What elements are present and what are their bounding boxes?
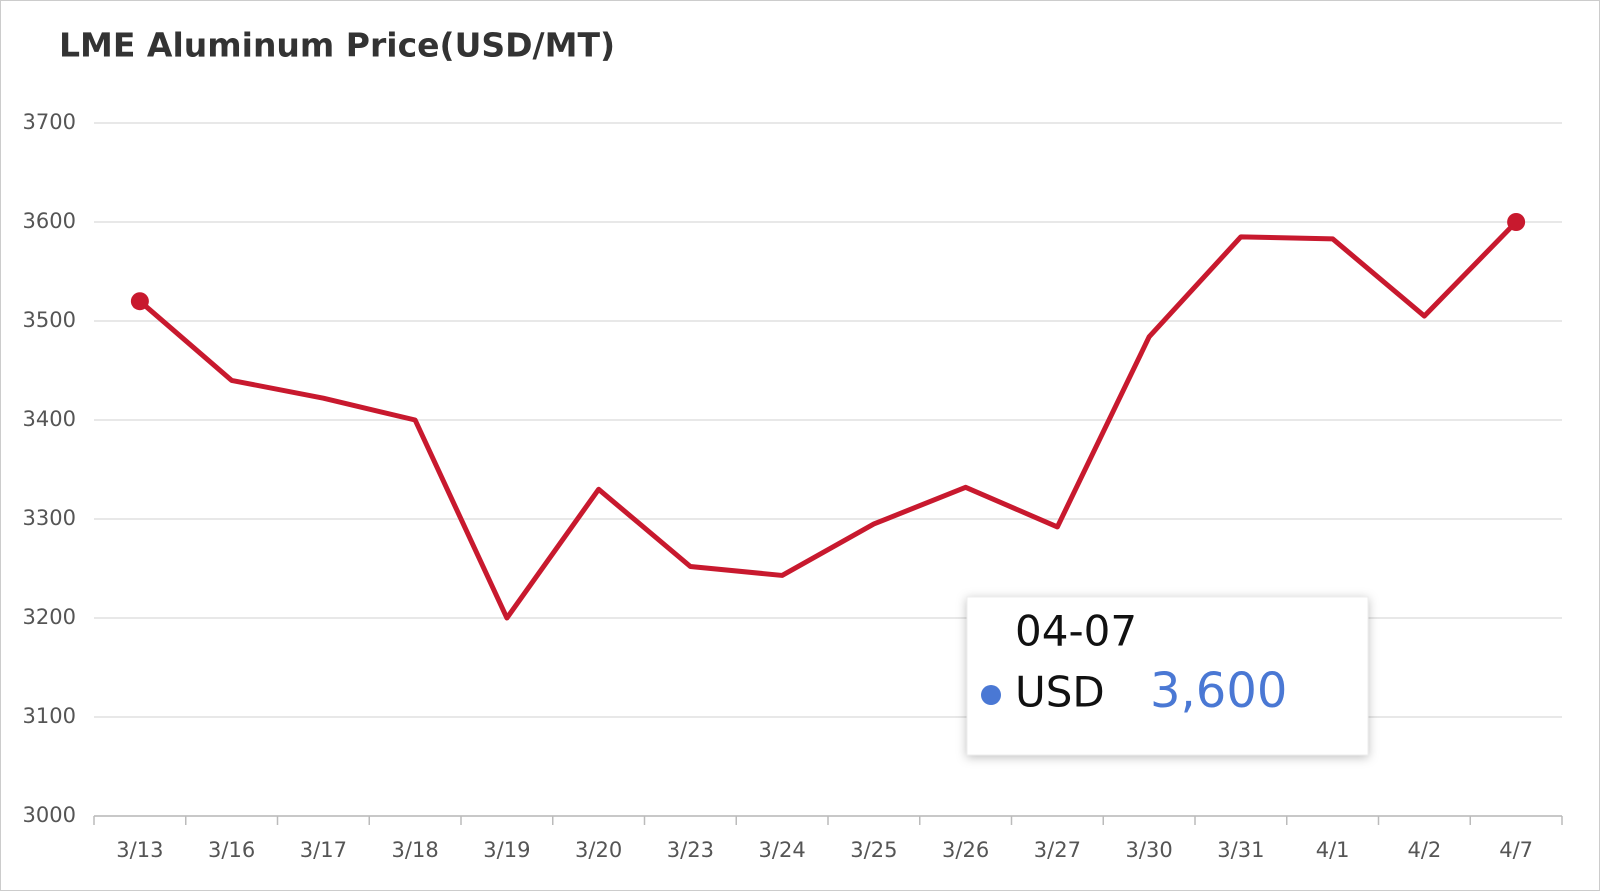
x-tick-label: 3/20 <box>575 838 622 862</box>
x-tick-label: 3/13 <box>116 838 163 862</box>
tooltip-marker <box>981 685 1001 705</box>
tooltip-name: USD <box>1015 668 1105 717</box>
x-tick-label: 3/17 <box>300 838 347 862</box>
x-tick-label: 3/30 <box>1126 838 1173 862</box>
x-tick-label: 4/7 <box>1499 838 1533 862</box>
y-tick-label: 3200 <box>23 605 76 629</box>
y-tick-label: 3100 <box>23 704 76 728</box>
x-tick-label: 4/1 <box>1316 838 1350 862</box>
tooltip: 04-07 USD 3,600 <box>966 596 1369 756</box>
x-tick-label: 4/2 <box>1407 838 1441 862</box>
x-tick-label: 3/24 <box>759 838 806 862</box>
line <box>138 220 1518 621</box>
point-marker <box>130 292 149 311</box>
tooltip-value: 3,600 <box>1150 663 1287 719</box>
x-tick-label: 3/27 <box>1034 838 1081 862</box>
x-tick-label: 3/26 <box>942 838 989 862</box>
tooltip-date: 04-07 <box>1015 607 1137 656</box>
y-tick-label: 3600 <box>23 209 76 233</box>
y-tick-label: 3700 <box>23 110 76 134</box>
y-tick-label: 3500 <box>23 308 76 332</box>
y-tick-label: 3300 <box>23 506 76 530</box>
x-tick-label: 3/31 <box>1217 838 1264 862</box>
x-tick-label: 3/16 <box>208 838 255 862</box>
x-tick-label: 3/19 <box>483 838 530 862</box>
y-tick-label: 3400 <box>23 407 76 431</box>
x-tick-label: 3/18 <box>392 838 439 862</box>
chart-title: LME Aluminum Price(USD/MT) <box>59 26 615 65</box>
x-tick-label: 3/25 <box>850 838 897 862</box>
tooltip-box <box>966 596 1369 756</box>
point-marker <box>1507 213 1526 231</box>
y-tick-label: 3000 <box>23 803 76 827</box>
x-tick-label: 3/23 <box>667 838 714 862</box>
